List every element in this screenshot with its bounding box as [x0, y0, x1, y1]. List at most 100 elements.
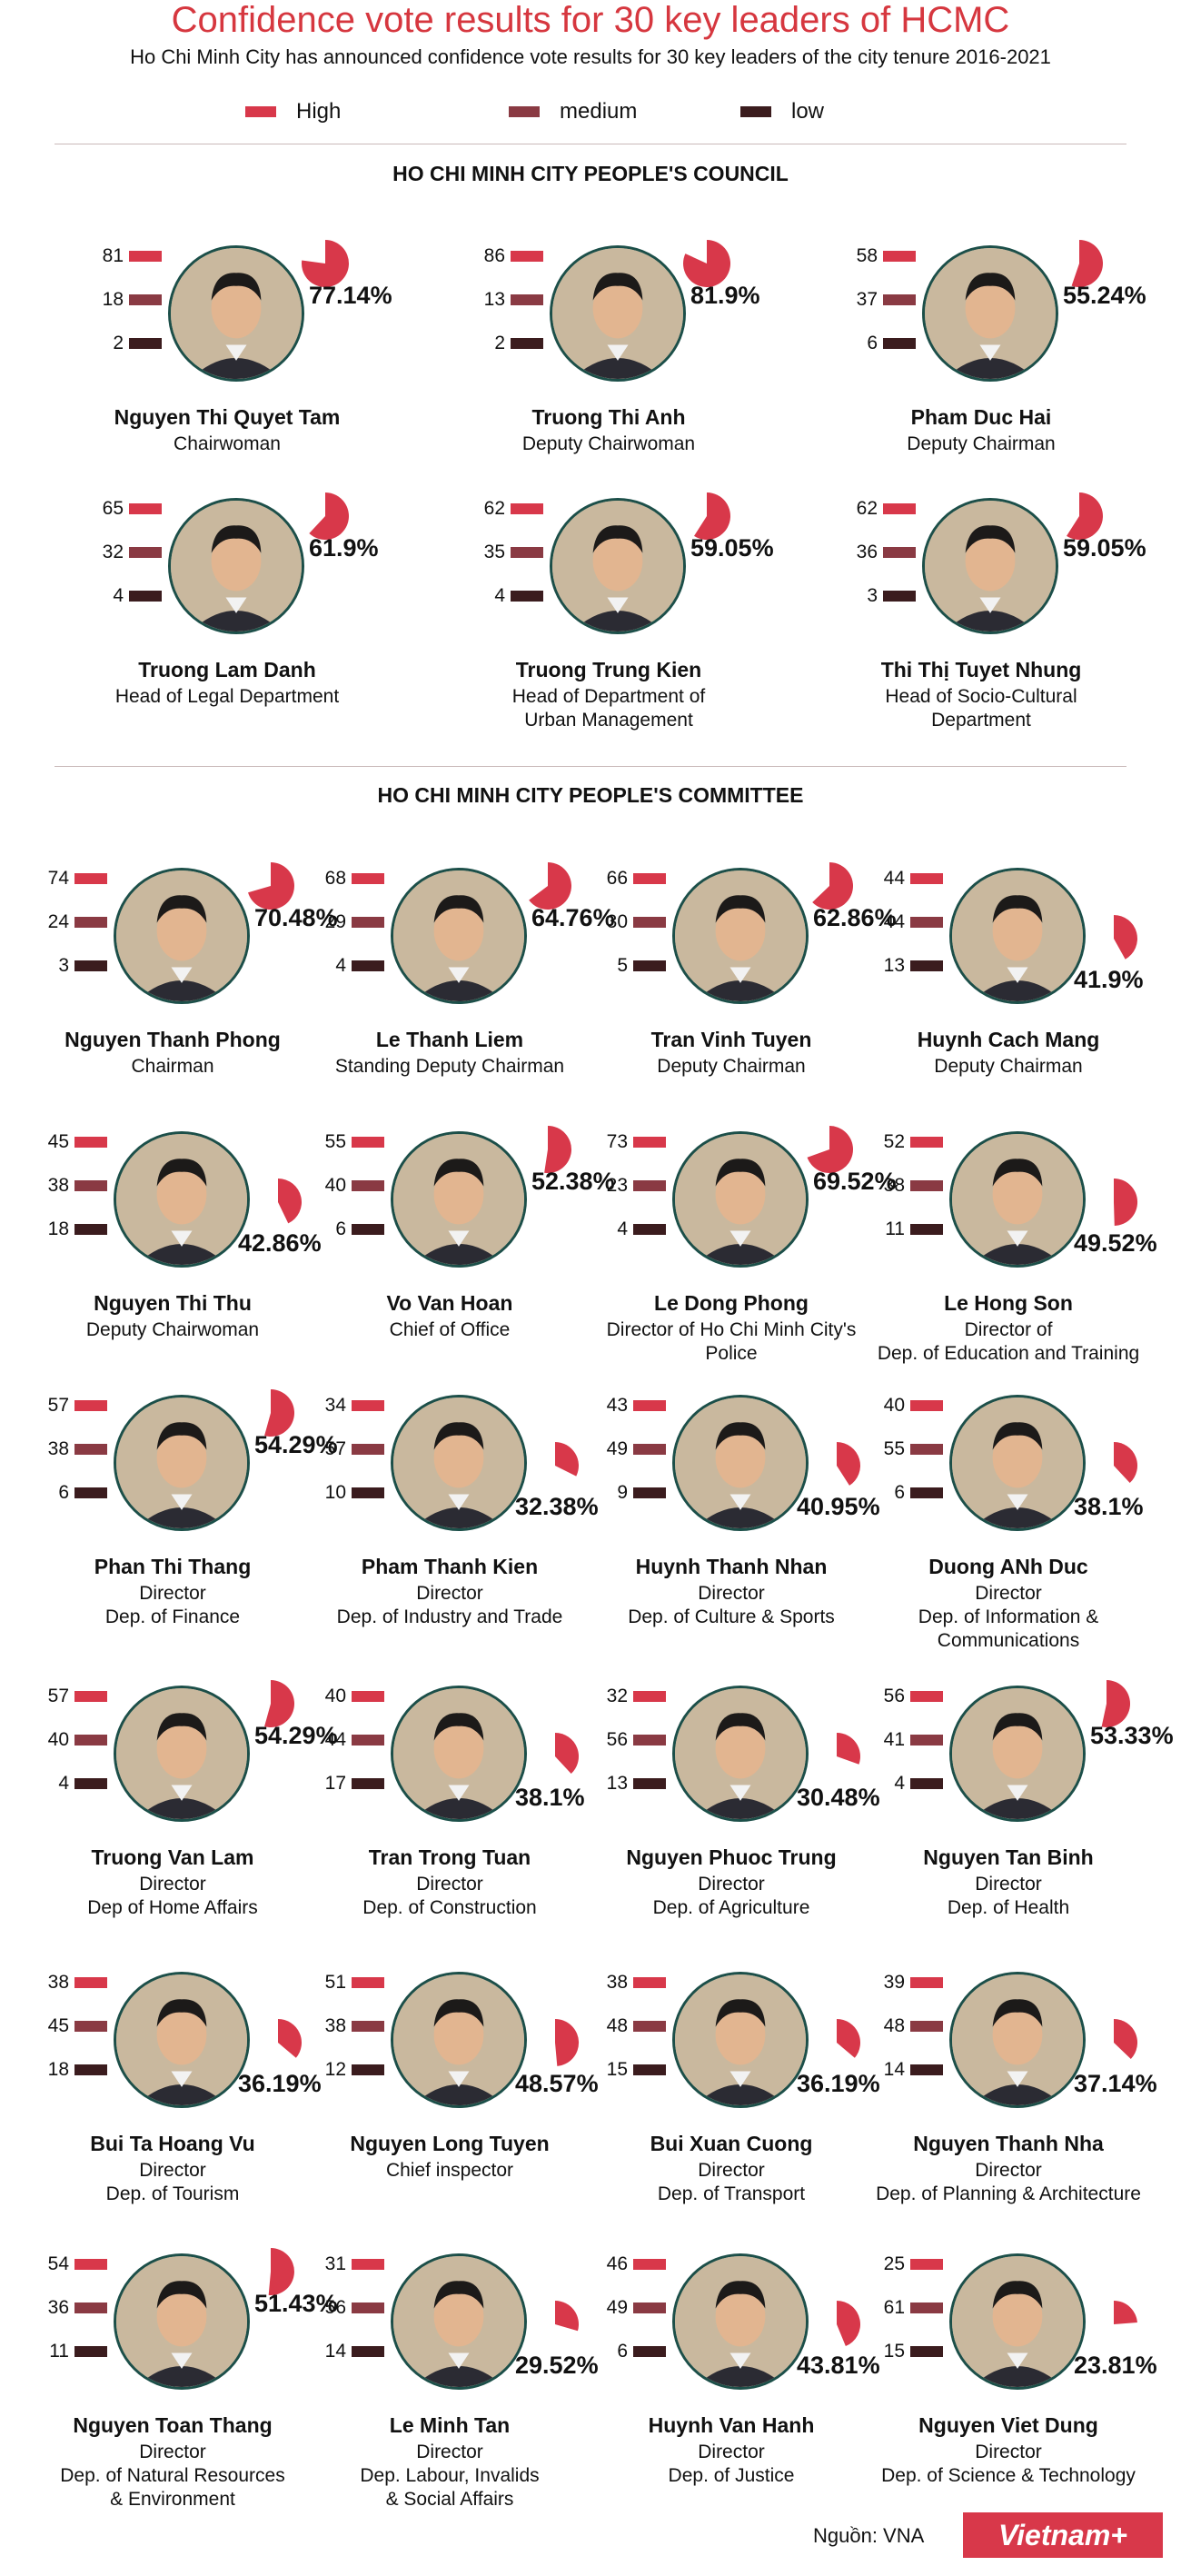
vote-count-high: 46 [606, 2253, 628, 2274]
vote-bar-high [910, 1137, 943, 1148]
vote-count-low: 6 [335, 1218, 346, 1239]
leader-card: 74 24 3 70.48% Nguyen Thanh Phong Chairman [36, 862, 338, 1086]
leader-role: Deputy Chairwoman [472, 433, 745, 456]
vote-count-medium: 56 [606, 1729, 628, 1750]
approval-percent: 70.48% [254, 904, 338, 931]
vote-row-low: 11 [872, 1218, 945, 1240]
vote-bar-medium [74, 1180, 107, 1191]
vote-count-high: 81 [102, 245, 124, 266]
vote-count-medium: 29 [324, 911, 346, 932]
leader-role-line: Dep. of Justice [668, 2465, 795, 2486]
pie-slice [309, 492, 350, 540]
vote-counts: 58 37 6 [845, 245, 918, 354]
pie-slice [683, 240, 731, 287]
vote-bar-medium [74, 917, 107, 928]
vote-count-low: 6 [867, 333, 878, 353]
vote-bar-medium [511, 547, 543, 558]
legend-low-label: low [791, 99, 825, 124]
approval-percent: 59.05% [1063, 534, 1146, 562]
page-title: Confidence vote results for 30 key leade… [171, 0, 1010, 40]
portrait-svg [393, 1397, 524, 1528]
leader-role: Deputy Chairman [872, 1055, 1145, 1079]
vote-count-medium: 44 [883, 911, 905, 932]
portrait-svg [675, 870, 806, 1001]
vote-bar-medium [633, 1180, 666, 1191]
pie-slice [837, 1733, 860, 1765]
approval-pie [245, 1678, 296, 1729]
vote-bar-high [910, 1977, 943, 1988]
vote-count-medium: 23 [606, 1175, 628, 1196]
leader-portrait [949, 1395, 1086, 1531]
vote-bar-low [74, 2064, 107, 2075]
portrait-svg [952, 1134, 1083, 1265]
approval-percent: 23.81% [1074, 2352, 1157, 2379]
vote-counts: 65 32 4 [91, 498, 164, 607]
vote-count-low: 15 [606, 2059, 628, 2080]
leader-portrait [922, 245, 1058, 382]
vote-bar-medium [352, 1180, 384, 1191]
approval-percent: 41.9% [1074, 966, 1144, 993]
vote-bar-high [352, 2259, 384, 2270]
vote-counts: 38 48 15 [595, 1972, 668, 2081]
pie-slice [837, 2019, 860, 2058]
leader-role-line: & Environment [110, 2489, 235, 2510]
portrait-svg [116, 2256, 247, 2387]
vote-bar-high [74, 2259, 107, 2270]
leader-name: Nguyen Toan Thang [73, 2413, 273, 2437]
vote-row-high: 62 [845, 498, 918, 520]
vote-count-medium: 24 [47, 911, 69, 932]
legend-high-swatch [245, 106, 276, 117]
vote-count-medium: 48 [606, 2015, 628, 2036]
vote-bar-high [129, 503, 162, 514]
approval-percent: 69.52% [813, 1168, 897, 1195]
leader-role: Chief inspector [313, 2159, 586, 2183]
leader-portrait [114, 1131, 250, 1268]
vote-bar-high [352, 873, 384, 884]
approval-percent: 30.48% [797, 1784, 880, 1811]
leader-role-line: Chief inspector [385, 2160, 514, 2181]
leader-portrait [168, 498, 304, 634]
portrait-svg [675, 2256, 806, 2387]
vote-count-high: 43 [606, 1395, 628, 1416]
leader-role-line: Deputy Chairman [934, 1056, 1083, 1077]
vote-row-low: 4 [313, 955, 386, 977]
approval-percent: 49.52% [1074, 1229, 1157, 1257]
vote-bar-high [910, 873, 943, 884]
vote-bar-low [633, 1224, 666, 1235]
portrait-svg [952, 1397, 1083, 1528]
leader-portrait [922, 498, 1058, 634]
leader-role: Deputy Chairwoman [36, 1318, 309, 1342]
leader-name: Truong Trung Kien [515, 658, 702, 681]
leader-name: Nguyen Phuoc Trung [626, 1845, 837, 1869]
vote-count-high: 52 [883, 1131, 905, 1152]
portrait-svg [393, 870, 524, 1001]
vote-row-high: 40 [872, 1395, 945, 1417]
approval-pie [804, 1124, 855, 1175]
vote-row-medium: 40 [36, 1729, 109, 1751]
vote-count-medium: 38 [47, 1175, 69, 1196]
vote-row-low: 3 [845, 585, 918, 607]
vote-row-medium: 38 [872, 1175, 945, 1197]
vote-count-medium: 56 [324, 2297, 346, 2318]
vote-count-low: 14 [324, 2341, 346, 2362]
vote-count-high: 55 [324, 1131, 346, 1152]
vote-counts: 57 38 6 [36, 1395, 109, 1504]
vote-bar-low [910, 2346, 943, 2357]
vote-row-low: 17 [313, 1773, 386, 1795]
portrait-svg [675, 1688, 806, 1819]
leader-name: Nguyen Thanh Nha [913, 2132, 1104, 2155]
portrait-svg [925, 501, 1056, 632]
vote-count-high: 57 [47, 1686, 69, 1706]
leader-portrait [391, 1395, 527, 1531]
pie-slice [555, 2019, 580, 2066]
vote-row-high: 66 [595, 868, 668, 890]
vote-bar-high [633, 2259, 666, 2270]
leader-card: 56 41 4 53.33% Nguyen Tan Binh Director Dep. o… [872, 1680, 1174, 1918]
leader-name: Truong Thi Anh [531, 405, 686, 429]
vietnamplus-logo: Vietnam+ [963, 2512, 1163, 2558]
vote-bar-low [74, 1778, 107, 1789]
vote-counts: 38 45 18 [36, 1972, 109, 2081]
vote-counts: 86 13 2 [472, 245, 545, 354]
approval-pie [1054, 238, 1105, 289]
vote-bar-high [633, 873, 666, 884]
